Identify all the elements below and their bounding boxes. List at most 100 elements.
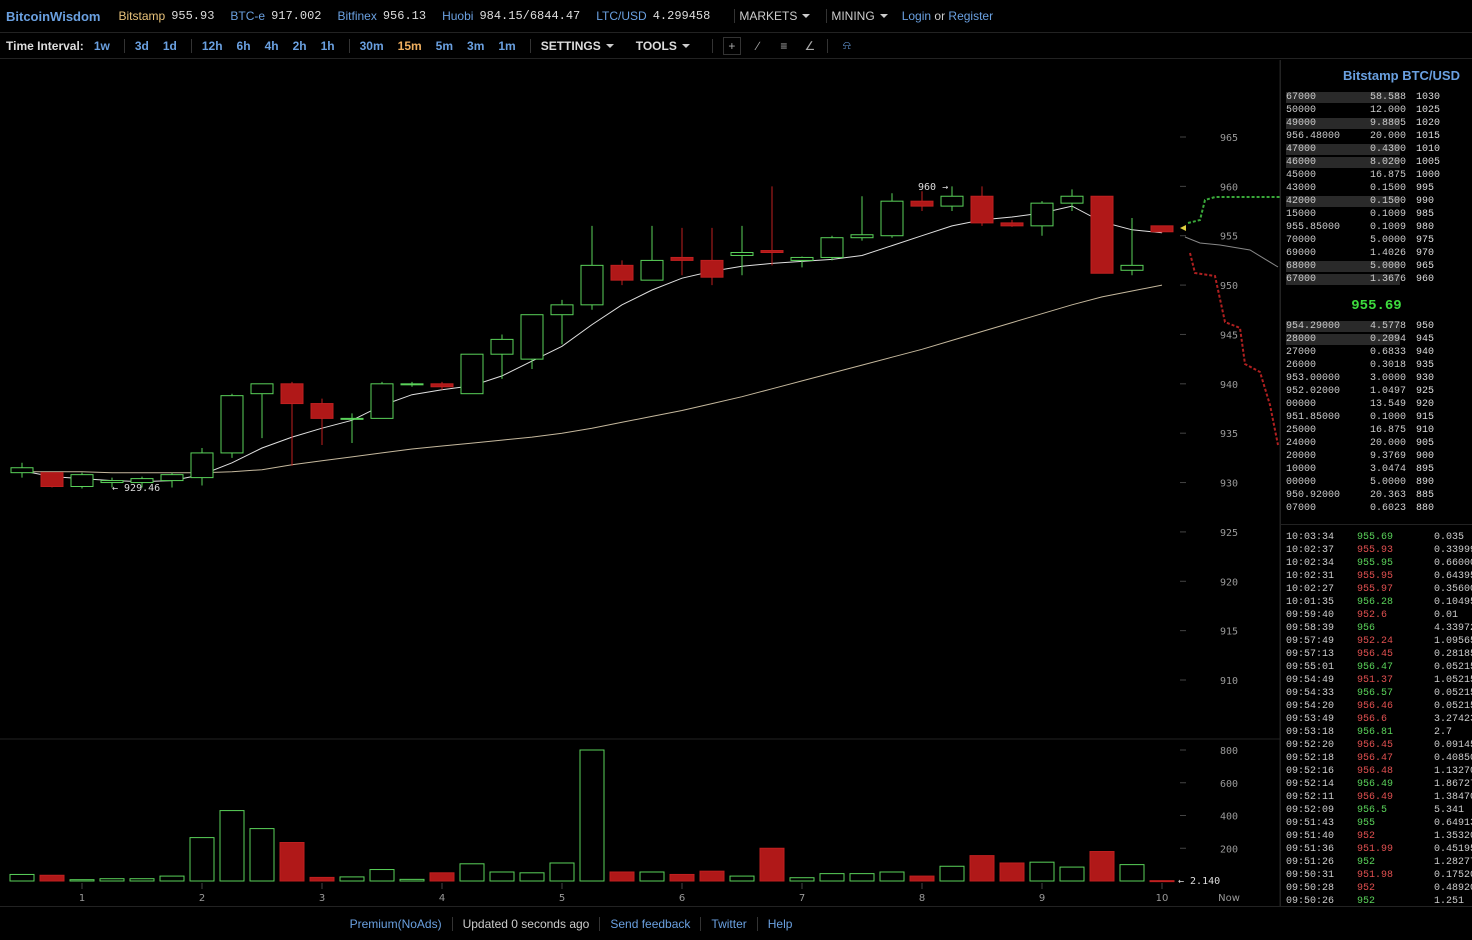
bid-order-row: 25000 16.875 910 bbox=[1281, 424, 1472, 437]
order-amount: 0.4300 bbox=[1370, 144, 1407, 155]
order-level: 960 bbox=[1416, 274, 1435, 285]
bid-order-row: 00000 13.549 920 bbox=[1281, 398, 1472, 411]
trade-amount: 1.05215 bbox=[1434, 675, 1472, 686]
interval-1h[interactable]: 1h bbox=[320, 38, 335, 53]
depth-bar bbox=[1286, 334, 1400, 345]
trade-time: 09:52:14 bbox=[1286, 779, 1335, 790]
order-amount: 13.549 bbox=[1370, 399, 1407, 410]
bid-order-row: 28000 0.2094 945 bbox=[1281, 333, 1472, 346]
brand-logo[interactable]: BitcoinWisdom bbox=[6, 8, 101, 24]
time-tick-label: 6 bbox=[679, 893, 685, 904]
order-level: 1010 bbox=[1416, 144, 1441, 155]
interval-6h[interactable]: 6h bbox=[236, 38, 251, 53]
volume-bar bbox=[9, 873, 35, 882]
crosshair-icon[interactable]: + bbox=[722, 36, 741, 55]
trade-price: 956.49 bbox=[1357, 779, 1394, 790]
depth-bar bbox=[1286, 144, 1400, 155]
register-link[interactable]: Register bbox=[948, 9, 994, 23]
trade-time: 09:51:36 bbox=[1286, 844, 1335, 855]
trade-row: 09:53:18 956.81 2.7 bbox=[1281, 726, 1472, 739]
market-ticker-bitfinex[interactable]: Bitfinex 956.13 bbox=[338, 9, 427, 23]
order-amount: 3.0474 bbox=[1370, 464, 1407, 475]
ask-order-row: 15000 0.1009 985 bbox=[1281, 208, 1472, 221]
asks-list: 67000 58.588 1030 50000 12.000 1025 49000 9.880… bbox=[1281, 90, 1472, 286]
market-name: LTC/USD bbox=[596, 9, 647, 23]
volume-bar bbox=[279, 842, 305, 882]
trade-time: 10:02:37 bbox=[1286, 545, 1335, 556]
candlestick bbox=[370, 381, 394, 419]
order-level: 1025 bbox=[1416, 105, 1441, 116]
market-price: 956.13 bbox=[382, 9, 427, 23]
chevron-down-icon bbox=[802, 14, 811, 18]
order-price: 956.48000 bbox=[1286, 131, 1341, 142]
interval-5m[interactable]: 5m bbox=[435, 38, 454, 53]
order-price: 42000 bbox=[1286, 196, 1317, 207]
trade-price: 956.6 bbox=[1357, 714, 1388, 725]
fan-draw-icon[interactable]: ∠ bbox=[804, 38, 816, 53]
candlestick bbox=[1120, 217, 1144, 276]
chart-canvas[interactable]: 9659609559509459409359309259209159108006… bbox=[0, 60, 1281, 906]
order-level: 1015 bbox=[1416, 131, 1441, 142]
bell-icon[interactable]: ⍾ bbox=[842, 38, 851, 52]
send-feedback-link[interactable]: Send feedback bbox=[610, 916, 691, 931]
interval-1m[interactable]: 1m bbox=[498, 38, 516, 53]
settings-menu[interactable]: SETTINGS bbox=[541, 39, 614, 53]
order-amount: 5.0000 bbox=[1370, 261, 1407, 272]
order-amount: 0.1009 bbox=[1370, 222, 1407, 233]
mining-menu[interactable]: MINING bbox=[826, 9, 891, 23]
bid-order-row: 954.29000 4.5778 950 bbox=[1281, 320, 1472, 333]
order-price: 50000 bbox=[1286, 105, 1317, 116]
trade-row: 09:52:18 956.47 0.40850 bbox=[1281, 752, 1472, 765]
time-tick-label: 4 bbox=[439, 893, 445, 904]
trade-time: 09:53:49 bbox=[1286, 714, 1335, 725]
market-name: BTC-e bbox=[230, 9, 266, 23]
price-tick-label: 910 bbox=[1220, 676, 1238, 687]
twitter-link[interactable]: Twitter bbox=[711, 916, 747, 931]
price-tick-label: 960 bbox=[1220, 182, 1238, 193]
line-draw-icon[interactable]: ∕ bbox=[756, 38, 759, 53]
interval-1d[interactable]: 1d bbox=[162, 38, 177, 53]
market-ticker-btce[interactable]: BTC-e 917.002 bbox=[230, 9, 321, 23]
tools-menu[interactable]: TOOLS bbox=[636, 39, 690, 53]
interval-2h[interactable]: 2h bbox=[292, 38, 307, 53]
candlestick bbox=[790, 256, 814, 268]
volume-bar bbox=[1059, 866, 1085, 882]
interval-12h[interactable]: 12h bbox=[201, 38, 223, 53]
trade-price: 956.28 bbox=[1357, 597, 1394, 608]
tools-label: TOOLS bbox=[635, 38, 677, 53]
horizontal-lines-icon[interactable]: ≡ bbox=[780, 38, 788, 53]
interval-30m[interactable]: 30m bbox=[359, 38, 384, 53]
market-ticker-bitstamp[interactable]: Bitstamp 955.93 bbox=[119, 9, 215, 23]
candle-body bbox=[940, 195, 964, 207]
candle-body bbox=[100, 480, 124, 484]
market-ticker-ltcusd[interactable]: LTC/USD 4.299458 bbox=[596, 9, 710, 23]
order-amount: 20.000 bbox=[1370, 438, 1407, 449]
trade-amount: 0.48920 bbox=[1434, 883, 1472, 894]
interval-1w[interactable]: 1w bbox=[93, 38, 110, 53]
order-level: 1005 bbox=[1416, 157, 1441, 168]
trade-price: 955.95 bbox=[1357, 558, 1394, 569]
ask-order-row: 70000 5.0000 975 bbox=[1281, 234, 1472, 247]
market-ticker-huobi[interactable]: Huobi 984.15/6844.47 bbox=[442, 9, 580, 23]
premium-link[interactable]: Premium(NoAds) bbox=[349, 916, 442, 931]
candle-body bbox=[220, 395, 244, 454]
interval-3d[interactable]: 3d bbox=[134, 38, 149, 53]
trade-amount: 2.7 bbox=[1434, 727, 1453, 738]
trade-time: 09:57:49 bbox=[1286, 636, 1335, 647]
candlestick bbox=[430, 381, 454, 390]
markets-menu[interactable]: MARKETS bbox=[734, 9, 814, 23]
trade-time: 09:54:33 bbox=[1286, 688, 1335, 699]
interval-4h[interactable]: 4h bbox=[264, 38, 279, 53]
volume-bar bbox=[639, 871, 665, 882]
volume-bar bbox=[159, 875, 185, 882]
login-link[interactable]: Login bbox=[901, 9, 932, 23]
order-amount: 0.1500 bbox=[1370, 196, 1407, 207]
ask-order-row: 69000 1.4026 970 bbox=[1281, 247, 1472, 260]
bid-order-row: 953.00000 3.0000 930 bbox=[1281, 372, 1472, 385]
order-price: 953.00000 bbox=[1286, 373, 1341, 384]
interval-15m[interactable]: 15m bbox=[397, 38, 422, 53]
help-link[interactable]: Help bbox=[767, 916, 793, 931]
order-amount: 0.1009 bbox=[1370, 209, 1407, 220]
interval-3m[interactable]: 3m bbox=[467, 38, 485, 53]
price-chart[interactable]: 965 960 955 950 945 940 935 930 925 920 915 910 800 6… bbox=[0, 60, 1281, 906]
